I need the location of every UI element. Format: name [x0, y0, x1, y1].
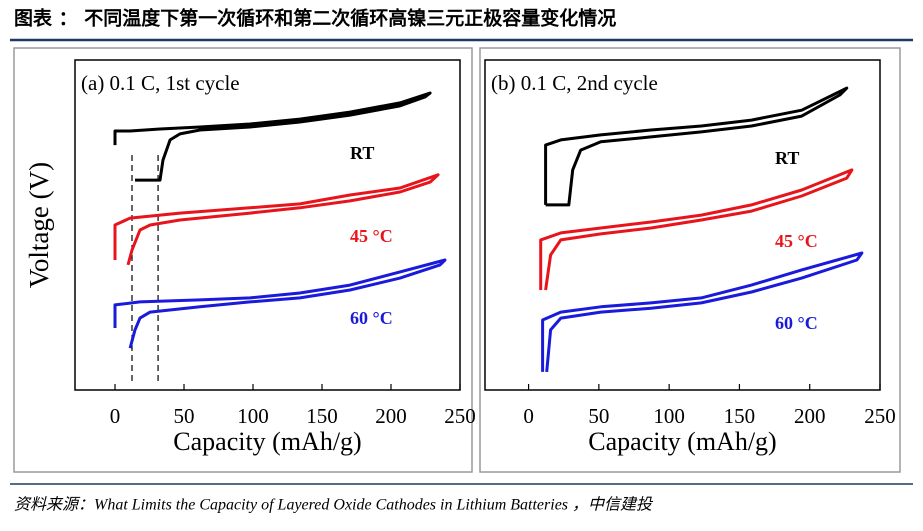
series-label: 45 °C: [775, 231, 818, 251]
plot-area: [484, 59, 881, 391]
x-tick-label: 150: [306, 404, 338, 428]
plot-area: [74, 59, 461, 391]
curve: [113, 91, 432, 182]
panel-title: (b) 0.1 C, 2nd cycle: [491, 71, 658, 95]
x-tick-label: 100: [653, 404, 685, 428]
x-tick-label: 0: [523, 404, 534, 428]
x-tick-label: 50: [588, 404, 609, 428]
curve: [539, 168, 854, 291]
curve: [541, 251, 864, 373]
x-tick-label: 100: [237, 404, 269, 428]
x-tick-label: 0: [110, 404, 121, 428]
header-title: 图表 ： 不同温度下第一次循环和第二次循环高镍三元正极容量变化情况: [14, 7, 616, 30]
curve: [544, 86, 849, 207]
x-tick-label: 50: [174, 404, 195, 428]
curve: [113, 258, 447, 349]
x-tick-label: 200: [794, 404, 826, 428]
x-tick-label: 250: [444, 404, 476, 428]
curve: [113, 173, 440, 266]
panel-frame: [479, 47, 901, 473]
x-tick-label: 150: [724, 404, 756, 428]
x-tick-label: 250: [864, 404, 896, 428]
series-label: 60 °C: [350, 308, 393, 328]
x-axis-label: Capacity (mAh/g): [173, 427, 361, 456]
x-tick-label: 200: [375, 404, 407, 428]
source-note: 资料来源：What Limits the Capacity of Layered…: [14, 496, 654, 514]
series-label: RT: [775, 148, 799, 168]
series-label: 60 °C: [775, 313, 818, 333]
panel-frame: [13, 47, 473, 473]
series-label: RT: [350, 143, 374, 163]
series-label: 45 °C: [350, 226, 393, 246]
x-axis-label: Capacity (mAh/g): [588, 427, 776, 456]
panel-title: (a) 0.1 C, 1st cycle: [81, 71, 240, 95]
y-axis-label: Voltage (V): [24, 162, 54, 288]
